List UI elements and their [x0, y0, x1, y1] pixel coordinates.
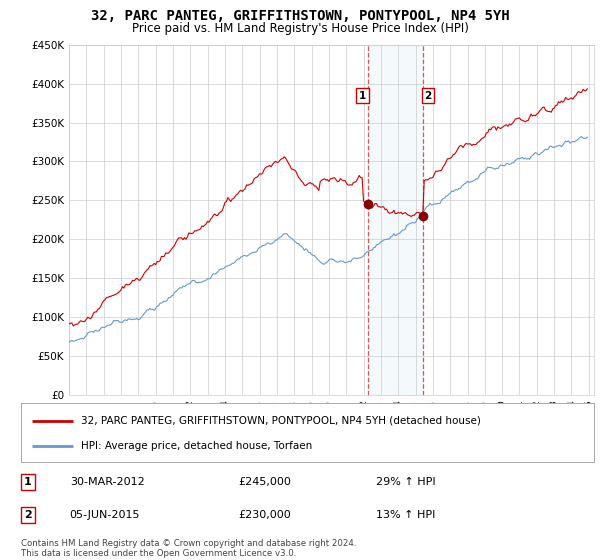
- Text: Contains HM Land Registry data © Crown copyright and database right 2024.
This d: Contains HM Land Registry data © Crown c…: [21, 539, 356, 558]
- Text: HPI: Average price, detached house, Torfaen: HPI: Average price, detached house, Torf…: [81, 441, 313, 451]
- Bar: [368, 45, 423, 395]
- Text: 32, PARC PANTEG, GRIFFITHSTOWN, PONTYPOOL, NP4 5YH: 32, PARC PANTEG, GRIFFITHSTOWN, PONTYPOO…: [91, 9, 509, 23]
- Text: 2: 2: [24, 510, 32, 520]
- Text: 13% ↑ HPI: 13% ↑ HPI: [376, 510, 436, 520]
- Text: £230,000: £230,000: [239, 510, 292, 520]
- Text: £245,000: £245,000: [239, 477, 292, 487]
- Text: Price paid vs. HM Land Registry's House Price Index (HPI): Price paid vs. HM Land Registry's House …: [131, 22, 469, 35]
- Text: 05-JUN-2015: 05-JUN-2015: [70, 510, 140, 520]
- Text: 30-MAR-2012: 30-MAR-2012: [70, 477, 145, 487]
- Text: 1: 1: [359, 91, 367, 101]
- Text: 29% ↑ HPI: 29% ↑ HPI: [376, 477, 436, 487]
- Text: 32, PARC PANTEG, GRIFFITHSTOWN, PONTYPOOL, NP4 5YH (detached house): 32, PARC PANTEG, GRIFFITHSTOWN, PONTYPOO…: [81, 416, 481, 426]
- Text: 2: 2: [425, 91, 432, 101]
- Text: 1: 1: [24, 477, 32, 487]
